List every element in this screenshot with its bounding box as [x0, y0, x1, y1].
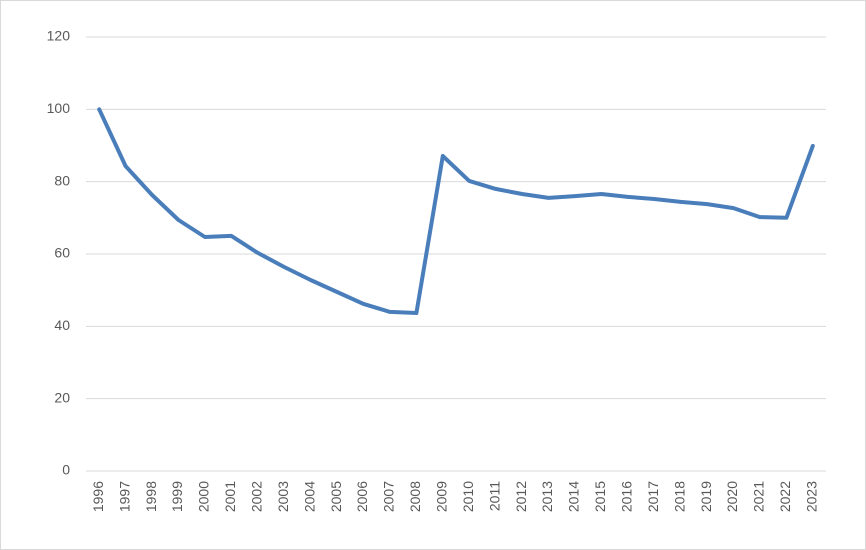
- x-tick-label: 2006: [354, 481, 370, 512]
- x-tick-label: 1996: [90, 481, 106, 512]
- x-tick-label: 2021: [751, 481, 767, 512]
- x-tick-label: 1999: [169, 481, 185, 512]
- x-tick-label: 2019: [698, 481, 714, 512]
- x-tick-label: 2023: [803, 481, 819, 512]
- x-tick-label: 1997: [116, 481, 132, 512]
- x-tick-label: 2007: [381, 481, 397, 512]
- x-tick-label: 2001: [222, 481, 238, 512]
- x-tick-label: 2010: [460, 481, 476, 512]
- x-tick-label: 2022: [777, 481, 793, 512]
- x-tick-label: 2008: [407, 481, 423, 512]
- x-tick-label: 2014: [566, 481, 582, 512]
- x-tick-label: 2012: [513, 481, 529, 512]
- x-tick-label: 2005: [328, 481, 344, 512]
- x-tick-label: 2002: [248, 481, 264, 512]
- x-tick-label: 2009: [433, 481, 449, 512]
- x-tick-label: 1998: [143, 481, 159, 512]
- y-tick-label: 0: [62, 462, 70, 478]
- x-tick-label: 2011: [486, 481, 502, 511]
- x-tick-label: 2018: [671, 481, 687, 512]
- x-tick-label: 2003: [275, 481, 291, 512]
- x-tick-label: 2015: [592, 481, 608, 512]
- y-tick-label: 60: [54, 245, 70, 261]
- y-tick-label: 100: [47, 100, 71, 116]
- y-tick-label: 80: [54, 172, 70, 188]
- x-tick-label: 2016: [618, 481, 634, 512]
- y-tick-label: 120: [47, 28, 71, 44]
- data-line: [97, 107, 815, 315]
- x-tick-label: 2017: [645, 481, 661, 512]
- y-tick-label: 40: [54, 317, 70, 333]
- x-tick-label: 2004: [301, 481, 317, 512]
- x-tick-label: 2013: [539, 481, 555, 512]
- y-tick-label: 20: [54, 389, 70, 405]
- x-tick-label: 2020: [724, 481, 740, 512]
- x-tick-label: 2000: [196, 481, 212, 512]
